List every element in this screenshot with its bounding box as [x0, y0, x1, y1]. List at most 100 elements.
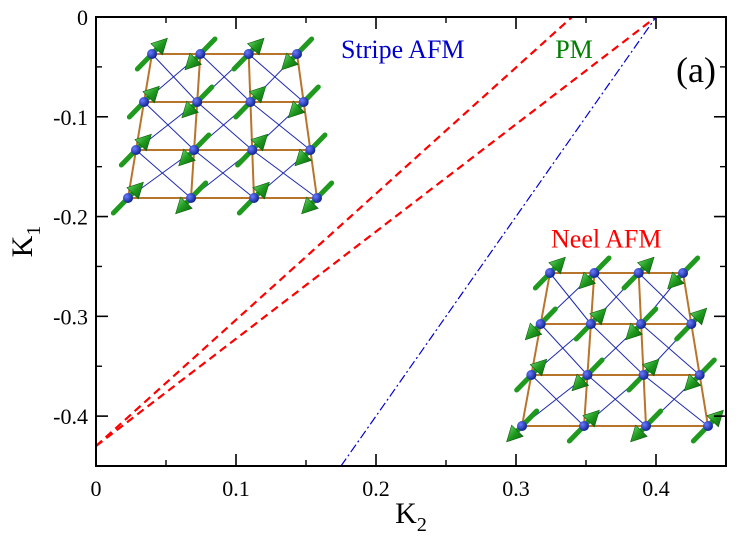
series-line-2 — [95, 16, 657, 447]
lattice-atom — [694, 370, 705, 380]
nn-bond — [521, 374, 533, 427]
lattice-atom — [582, 370, 593, 380]
spin-arrow-head — [175, 196, 193, 215]
lattice-atom — [139, 97, 149, 107]
lattice-atom — [312, 193, 322, 203]
spin-arrow-head — [630, 424, 648, 443]
diagonal-bond — [530, 374, 585, 427]
nn-bond — [698, 374, 709, 427]
annotation-stripe-afm: Stripe AFM — [341, 35, 465, 64]
spin-arrow-head — [589, 307, 607, 326]
spin-arrow-head — [184, 52, 203, 71]
x-axis-title-main: K — [395, 497, 417, 530]
spin-arrow-head — [683, 373, 702, 392]
x-tick-label: 0.1 — [222, 476, 250, 501]
spin-arrow-head — [524, 322, 543, 341]
lattice-atom — [305, 145, 316, 155]
annotation-neel-afm: Neel AFM — [551, 225, 662, 254]
nn-bond — [309, 149, 318, 199]
spin-arrow-head — [246, 37, 265, 56]
spin-arrow-head — [150, 37, 168, 56]
panel-label: (a) — [676, 50, 716, 90]
lattice-atom — [535, 319, 546, 329]
spin-arrow-head — [126, 181, 144, 200]
diagonal-bond — [199, 53, 251, 103]
spin-arrow-head — [178, 148, 196, 167]
lattice-atom — [131, 145, 141, 155]
axis-ticks — [95, 16, 727, 467]
diagonal-bond — [540, 323, 588, 376]
nn-bond — [247, 53, 252, 103]
diagonal-bond — [135, 149, 192, 199]
lattice-atom — [192, 97, 203, 107]
x-tick-label: 0.4 — [642, 476, 670, 501]
lattice-atom — [292, 49, 302, 59]
lattice-atom — [526, 370, 537, 380]
lattice-atom — [641, 421, 651, 431]
nn-bond — [690, 323, 701, 376]
lattice-atom — [247, 145, 258, 155]
lattice-atom — [636, 319, 647, 329]
y-axis-title: K1 — [6, 226, 45, 258]
spin-arrow-head — [582, 409, 600, 428]
lattice-atom — [189, 145, 200, 155]
annotation-pm: PM — [555, 35, 593, 64]
diagonal-bond — [251, 149, 318, 199]
spin-arrow-head — [578, 271, 597, 290]
nn-bond — [251, 149, 255, 199]
x-axis-title-subscript: 2 — [417, 514, 427, 536]
diagonal-bond — [549, 272, 592, 325]
spin-arrow-head — [294, 148, 313, 167]
y-tick-labels: 0 -0.1 -0.2 -0.3 -0.4 — [53, 5, 88, 429]
lattice-atom — [686, 319, 697, 329]
spin-arrow-head — [281, 52, 299, 71]
stripe-afm-lattice-inset — [110, 36, 335, 216]
spin-arrow-head — [248, 85, 267, 104]
x-tick-label: 0.2 — [362, 476, 390, 501]
diagonal-bond — [151, 53, 198, 103]
spin-arrow-head — [706, 409, 724, 428]
spin-arrow-head — [625, 322, 643, 341]
diagonal-bond — [640, 323, 700, 376]
spin-arrow-head — [181, 100, 199, 119]
lattice-atom — [195, 49, 206, 59]
diagonal-bond — [643, 374, 709, 427]
spin-arrow-head — [689, 307, 708, 326]
lattice-atom — [249, 193, 259, 203]
y-axis-title-main: K — [6, 235, 39, 257]
diagonal-bond — [638, 272, 692, 325]
diagonal-bond — [143, 101, 195, 151]
lattice-atom — [633, 268, 644, 278]
spin-arrow-head — [636, 256, 655, 275]
nn-bond — [296, 53, 305, 103]
series-line-1 — [95, 16, 573, 447]
plot-frame — [95, 16, 727, 467]
series-layer — [95, 16, 657, 467]
spin-arrow-head — [252, 181, 270, 200]
x-tick-label: 0.3 — [502, 476, 530, 501]
lattice-atom — [703, 421, 713, 431]
spin-arrow-head — [529, 358, 548, 377]
spin-arrow-head — [250, 133, 269, 152]
diagonal-bond — [593, 272, 642, 325]
lattice-atom — [245, 97, 256, 107]
nn-bond — [302, 101, 312, 151]
diagonal-bond — [196, 101, 253, 151]
spin-arrow-head — [641, 358, 660, 377]
nn-bond — [642, 374, 647, 427]
spin-arrow-head — [667, 271, 685, 290]
diagonal-bond — [250, 101, 311, 151]
x-axis-title: K2 — [395, 497, 427, 536]
lattice-atom — [243, 49, 254, 59]
y-tick-label: -0.4 — [53, 404, 88, 429]
lattice-atom — [589, 268, 600, 278]
lattice-insets — [110, 36, 724, 444]
spin-arrow-head — [287, 100, 306, 119]
lattice-atom — [517, 421, 527, 431]
spin-arrow-head — [506, 424, 524, 443]
lattice-atom — [579, 421, 589, 431]
y-tick-label: -0.1 — [53, 105, 88, 130]
lattice-atom — [678, 268, 688, 278]
y-tick-label: -0.2 — [53, 205, 88, 230]
